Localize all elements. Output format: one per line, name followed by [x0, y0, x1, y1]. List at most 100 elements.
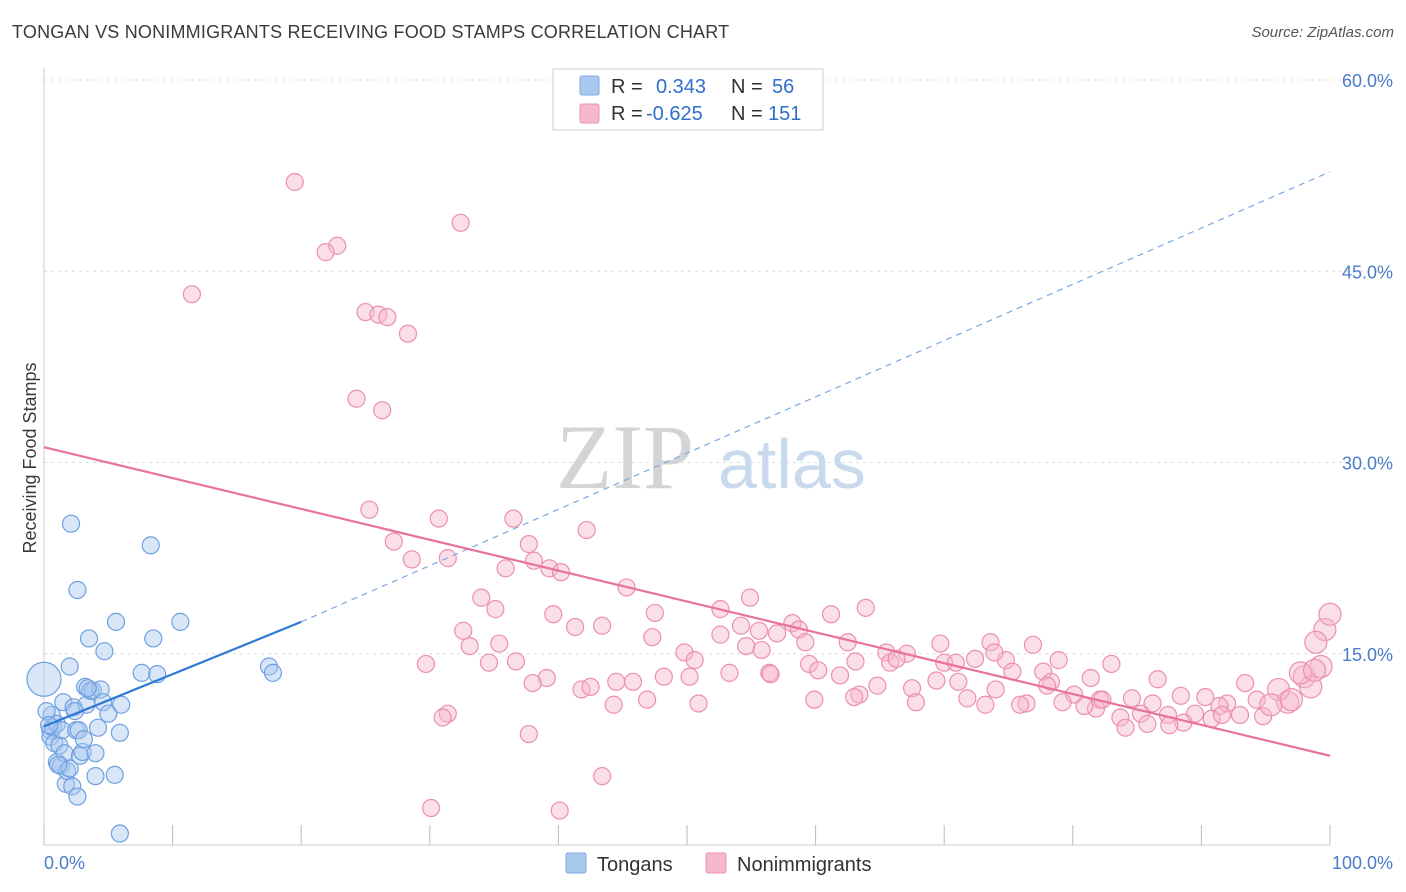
nonimmigrant-point — [1171, 686, 1190, 705]
nonimmigrant-trend-line — [43, 446, 1331, 757]
y-tick-label-2: 45.0% — [1342, 262, 1393, 282]
nonimmigrant-point — [1143, 694, 1162, 713]
nonimmigrant-point — [623, 672, 643, 691]
nonimmigrant-point — [1304, 630, 1328, 654]
nonimmigrant-point — [796, 633, 815, 652]
nonimmigrant-point — [830, 666, 850, 685]
nonimmigrant-point — [805, 690, 824, 709]
tongan-point — [106, 612, 126, 631]
tongan-point — [74, 730, 93, 749]
tongan-point — [60, 657, 79, 676]
legend-r-value-1: -0.625 — [646, 103, 703, 125]
nonimmigrant-point — [976, 695, 995, 714]
nonimmigrant-point — [490, 634, 509, 653]
tongan-point — [110, 723, 129, 742]
nonimmigrant-point — [537, 668, 556, 688]
nonimmigrant-point — [1259, 693, 1283, 717]
nonimmigrant-point — [402, 550, 421, 569]
nonimmigrant-point — [1023, 635, 1043, 654]
nonimmigrant-point — [906, 693, 926, 712]
bottom-legend-swatch-tongans — [565, 852, 587, 874]
nonimmigrant-point — [1116, 718, 1135, 737]
nonimmigrant-point — [760, 663, 779, 682]
watermark-zip: ZIP — [556, 406, 694, 508]
nonimmigrant-point — [1081, 668, 1100, 688]
nonimmigrant-point — [689, 694, 708, 713]
nonimmigrant-point — [429, 509, 448, 528]
legend-r-label-0: R = — [611, 76, 643, 98]
nonimmigrant-point — [868, 676, 887, 695]
nonimmigrant-point — [316, 243, 335, 262]
nonimmigrant-point — [949, 672, 968, 691]
nonimmigrant-point — [416, 654, 436, 674]
nonimmigrant-point — [1288, 661, 1313, 685]
tick-labels: 15.0% 30.0% 45.0% 60.0% 0.0% 100.0% — [44, 71, 1393, 873]
nonimmigrant-point — [856, 598, 875, 617]
legend-n-label-0: N = — [731, 76, 763, 98]
legend-swatch-tongans — [579, 75, 600, 96]
y-tick-label-1: 30.0% — [1342, 454, 1393, 474]
bottom-legend-label-nonimmigrants: Nonimmigrants — [737, 854, 871, 876]
tongan-trend-line — [43, 620, 302, 728]
chart-title: TONGAN VS NONIMMIGRANTS RECEIVING FOOD S… — [12, 22, 730, 42]
tongan-point — [69, 721, 88, 740]
tongan-point — [171, 612, 190, 631]
tongan-point — [141, 536, 160, 555]
nonimmigrant-point — [550, 801, 569, 820]
tongan-point — [63, 777, 82, 796]
nonimmigrant-point — [1017, 694, 1036, 713]
nonimmigrant-point — [593, 616, 612, 635]
nonimmigrant-point — [1010, 695, 1030, 714]
nonimmigrant-point — [1122, 689, 1142, 708]
nonimmigrant-point — [472, 588, 491, 607]
nonimmigrant-point — [711, 625, 730, 644]
nonimmigrant-point — [373, 401, 392, 420]
nonimmigrant-point — [593, 767, 612, 786]
nonimmigrant-point — [1212, 705, 1232, 725]
nonimmigrant-point — [421, 798, 441, 818]
legend-r-label-1: R = — [611, 103, 643, 125]
nonimmigrant-point — [1302, 658, 1327, 682]
nonimmigrant-point — [479, 653, 499, 672]
nonimmigrant-point — [685, 651, 704, 670]
tongan-point — [78, 679, 97, 698]
nonimmigrant-point — [285, 172, 304, 192]
nonimmigrant-point — [182, 285, 201, 304]
nonimmigrant-point — [523, 673, 542, 693]
tongan-point — [49, 755, 68, 774]
nonimmigrant-point — [1247, 690, 1266, 709]
nonimmigrant-point — [1111, 708, 1130, 727]
nonimmigrant-point — [643, 628, 662, 647]
nonimmigrant-point — [1053, 693, 1072, 712]
nonimmigrant-point — [1318, 602, 1342, 626]
tongan-trend-extension — [300, 171, 1331, 623]
tongan-point — [95, 642, 114, 661]
nonimmigrant-point — [451, 213, 470, 232]
nonimmigrant-point — [749, 621, 769, 640]
nonimmigrant-point — [506, 652, 526, 671]
legend-n-value-0: 56 — [772, 76, 794, 98]
nonimmigrant-point — [985, 643, 1004, 662]
nonimmigrant-point — [737, 636, 756, 656]
nonimmigrant-point — [398, 324, 418, 343]
tongan-point — [112, 695, 131, 714]
nonimmigrant-point — [433, 708, 452, 727]
nonimmigrant-point — [1138, 714, 1157, 733]
y-tick-label-0: 15.0% — [1342, 645, 1393, 665]
nonimmigrant-point — [486, 600, 505, 619]
grid-lines — [44, 79, 1395, 655]
tongan-point — [60, 759, 79, 778]
nonimmigrant-point — [1279, 688, 1304, 712]
nonimmigrant-point — [986, 680, 1005, 699]
nonimmigrant-point — [604, 695, 623, 714]
x-tick-label-0: 0.0% — [44, 853, 85, 873]
nonimmigrant-point — [577, 520, 596, 540]
series-legend: Tongans Nonimmigrants — [565, 852, 871, 876]
nonimmigrant-point — [1034, 662, 1053, 681]
nonimmigrant-point — [519, 534, 538, 554]
nonimmigrant-point — [902, 679, 922, 698]
legend-r-value-0: 0.343 — [656, 76, 706, 98]
tongan-point — [79, 629, 99, 648]
nonimmigrant-point — [821, 605, 841, 624]
